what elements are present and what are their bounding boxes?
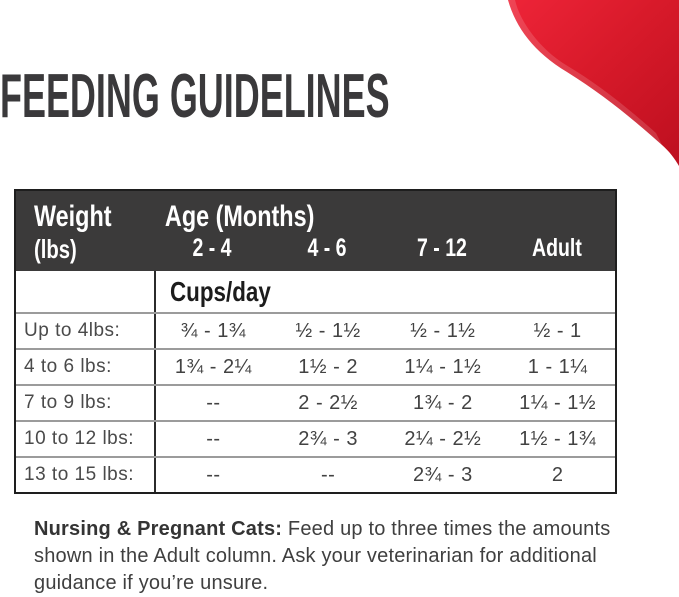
header-age-columns: 2 - 4 4 - 6 7 - 12 Adult — [154, 234, 615, 263]
header-weight-cell: Weight (lbs) — [16, 191, 154, 271]
header-age-months-label: Age (Months) — [164, 200, 315, 233]
amount-cell: 2 — [551, 463, 564, 486]
amount-cell: 2¾ - 3 — [298, 427, 358, 450]
amount-cell: 1¼ - 1½ — [404, 355, 482, 378]
amount-cell: 1¾ - 2¼ — [174, 355, 252, 378]
weight-label: 4 to 6 lbs: — [24, 356, 112, 377]
red-swoosh-accent — [508, 0, 679, 166]
amount-cell: 1½ - 1¾ — [519, 427, 597, 450]
amount-cell: -- — [206, 463, 221, 486]
header-age-cell: Age (Months) 2 - 4 4 - 6 7 - 12 Adult — [154, 191, 615, 271]
header-weight-label: Weight — [34, 200, 112, 233]
amount-cell: -- — [320, 463, 336, 486]
header-col-4-6: 4 - 6 — [307, 234, 347, 262]
amount-cell: 1¾ - 2 — [413, 391, 473, 414]
amount-cell: ½ - 1½ — [410, 319, 476, 342]
amount-cell: 1¼ - 1½ — [519, 391, 597, 414]
footnote-bold-lead: Nursing & Pregnant Cats: — [34, 518, 283, 540]
weight-label: Up to 4lbs: — [24, 320, 121, 341]
amount-cell: 1½ - 2 — [298, 355, 358, 378]
units-row-empty-cell — [16, 271, 154, 312]
amount-cell: ¾ - 1¾ — [180, 319, 246, 342]
table-row: Up to 4lbs: ¾ - 1¾ ½ - 1½ ½ - 1½ ½ - 1 — [16, 312, 615, 348]
table-row: 7 to 9 lbs: -- 2 - 2½ 1¾ - 2 1¼ - 1½ — [16, 384, 615, 420]
amount-cell: 2¼ - 2½ — [404, 427, 482, 450]
amount-cell: 2 - 2½ — [298, 391, 358, 414]
amount-cell: 2¾ - 3 — [413, 463, 473, 486]
weight-label: 10 to 12 lbs: — [24, 428, 135, 449]
page-title: FEEDING GUIDELINES — [0, 62, 390, 131]
amount-cell: 1 - 1¼ — [527, 355, 588, 378]
units-row: Cups/day — [16, 271, 615, 312]
amount-cell: ½ - 1½ — [295, 319, 361, 342]
table-row: 10 to 12 lbs: -- 2¾ - 3 2¼ - 2½ 1½ - 1¾ — [16, 420, 615, 456]
table-row: 4 to 6 lbs: 1¾ - 2¼ 1½ - 2 1¼ - 1½ 1 - 1… — [16, 348, 615, 384]
amount-cell: -- — [206, 391, 221, 414]
amount-cell: -- — [206, 427, 221, 450]
weight-label: 7 to 9 lbs: — [24, 392, 112, 413]
header-lbs-label: (lbs) — [34, 234, 77, 264]
header-col-7-12: 7 - 12 — [417, 234, 468, 262]
table-row: 13 to 15 lbs: -- -- 2¾ - 3 2 — [16, 456, 615, 492]
header-col-2-4: 2 - 4 — [192, 234, 232, 262]
feeding-guidelines-table: Weight (lbs) Age (Months) 2 - 4 4 - 6 7 … — [14, 189, 617, 494]
table-body: Cups/day Up to 4lbs: ¾ - 1¾ ½ - 1½ ½ - 1… — [16, 271, 615, 492]
table-header: Weight (lbs) Age (Months) 2 - 4 4 - 6 7 … — [16, 191, 615, 271]
amount-cell: ½ - 1 — [533, 319, 582, 342]
cups-per-day-label: Cups/day — [170, 275, 271, 307]
header-col-adult: Adult — [532, 234, 583, 262]
weight-label: 13 to 15 lbs: — [24, 464, 135, 485]
